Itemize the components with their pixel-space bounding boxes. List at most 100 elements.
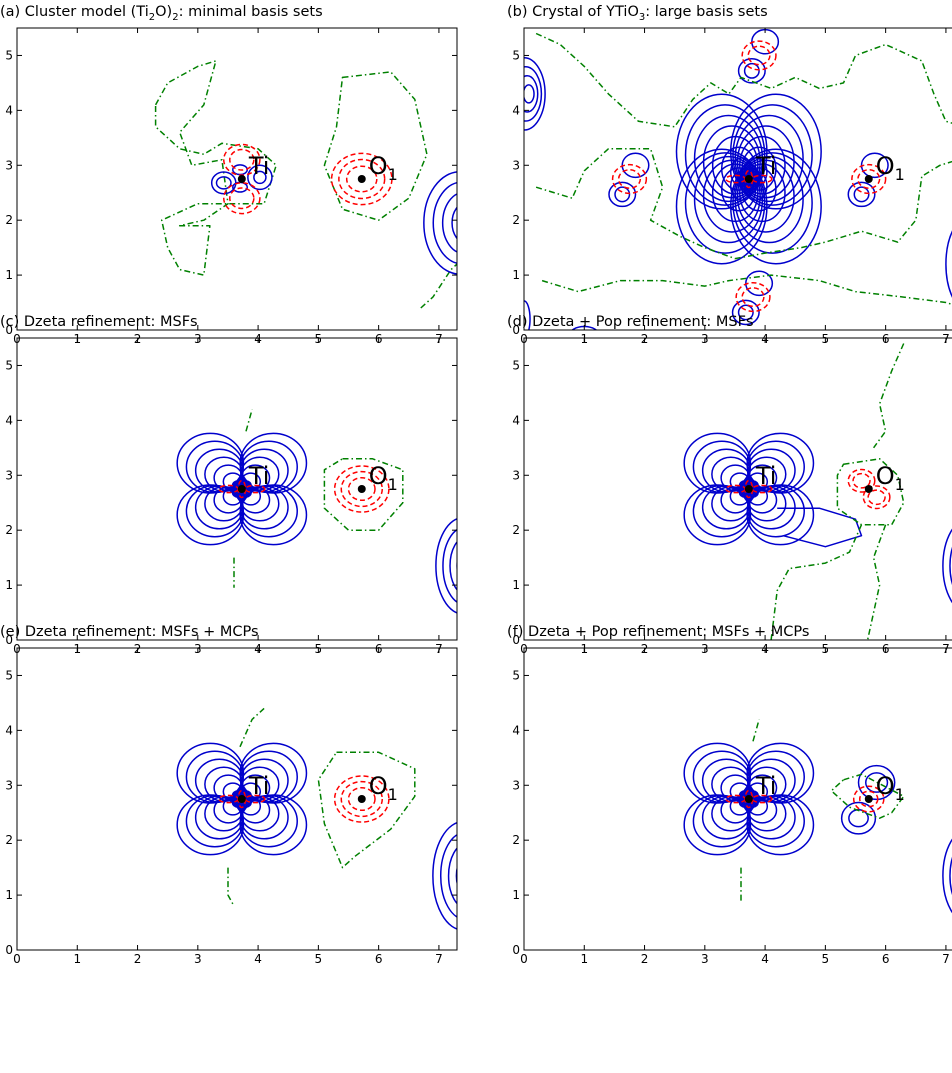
negative-contour xyxy=(333,465,390,513)
positive-contour xyxy=(746,432,815,494)
positive-contour xyxy=(746,742,815,804)
zero-contour xyxy=(239,707,265,748)
y-tick-label: 5 xyxy=(512,48,520,62)
positive-contour xyxy=(239,742,308,804)
panel-d: (d) Dzeta + Pop refinement: MSFs Ti O1 0 1 2 3… xyxy=(507,310,952,670)
positive-contour xyxy=(239,794,308,856)
positive-contour xyxy=(693,155,764,244)
y-tick-label: 0 xyxy=(5,633,13,647)
y-tick-label: 4 xyxy=(5,103,13,117)
x-tick-label: 2 xyxy=(134,952,142,966)
panel-a: (a) Cluster model (Ti2O)2: minimal basis… xyxy=(0,0,952,360)
atom-marker xyxy=(744,485,753,493)
zero-contour xyxy=(245,409,253,432)
y-tick-label: 1 xyxy=(5,578,13,592)
positive-contour xyxy=(702,159,761,233)
y-tick-label: 3 xyxy=(512,778,520,792)
panel-title: (b) Crystal of YTiO3: large basis sets xyxy=(507,4,768,23)
positive-contour xyxy=(684,152,766,254)
y-tick-label: 4 xyxy=(5,723,13,737)
positive-contour xyxy=(683,432,752,494)
y-tick-label: 0 xyxy=(512,943,520,957)
negative-contour xyxy=(751,174,773,184)
zero-contour xyxy=(323,71,428,221)
atom-marker xyxy=(864,485,873,493)
atom-marker xyxy=(357,795,366,803)
negative-contour xyxy=(852,785,885,813)
positive-contour xyxy=(239,484,308,546)
positive-contour xyxy=(683,742,752,804)
panel-title: (f) Dzeta + Pop refinement: MSFs + MCPs xyxy=(507,624,810,640)
y-tick-label: 2 xyxy=(5,833,13,847)
positive-contour xyxy=(449,540,457,591)
contour-lines xyxy=(176,707,457,930)
plot-frame xyxy=(16,337,458,641)
positive-contour xyxy=(435,518,457,614)
negative-contour xyxy=(244,484,266,494)
negative-contour xyxy=(751,484,773,494)
positive-contour xyxy=(743,62,760,79)
negative-contour xyxy=(340,470,384,508)
positive-contour xyxy=(447,847,457,905)
plot-frame xyxy=(523,27,952,331)
y-tick-label: 5 xyxy=(512,668,520,682)
positive-contour xyxy=(614,186,631,203)
negative-contour xyxy=(333,775,390,823)
y-tick-label: 5 xyxy=(5,668,13,682)
atom-label: Ti xyxy=(755,152,777,180)
zero-contour xyxy=(323,458,404,531)
atom-marker xyxy=(864,795,873,803)
negative-contour xyxy=(244,794,266,804)
positive-contour xyxy=(732,152,813,254)
negative-contour xyxy=(330,152,393,206)
negative-contour xyxy=(229,148,255,171)
y-tick-label: 4 xyxy=(512,723,520,737)
atom-marker xyxy=(744,795,753,803)
positive-contour xyxy=(247,164,273,191)
positive-contour xyxy=(455,865,457,886)
positive-contour xyxy=(176,484,245,546)
panel-f: (f) Dzeta + Pop refinement: MSFs + MCPs T… xyxy=(507,620,952,980)
positive-contour xyxy=(675,148,768,265)
negative-contour xyxy=(862,485,891,510)
negative-contour xyxy=(857,169,881,189)
positive-contour xyxy=(737,58,766,84)
negative-contour xyxy=(611,163,648,195)
atom-label: Ti xyxy=(248,152,270,180)
positive-contour xyxy=(675,93,768,210)
positive-contour xyxy=(949,856,952,895)
atom-label: Ti xyxy=(248,462,270,490)
zero-contour xyxy=(535,148,952,260)
contour-lines xyxy=(154,60,457,309)
atom-marker xyxy=(237,175,246,183)
positive-contour xyxy=(865,772,889,793)
panel-e: (e) Dzeta refinement: MSFs + MCPs Ti O1 0 1 2… xyxy=(0,620,952,980)
contour-lines xyxy=(683,719,952,914)
x-tick-label: 6 xyxy=(882,952,890,966)
y-tick-label: 3 xyxy=(5,468,13,482)
negative-contour xyxy=(858,790,879,808)
atom-marker xyxy=(864,175,873,183)
positive-contour xyxy=(847,181,876,208)
positive-contour xyxy=(176,742,245,804)
positive-contour xyxy=(942,528,952,604)
positive-contour xyxy=(524,300,531,330)
positive-contour xyxy=(441,193,457,253)
atom-marker xyxy=(357,175,366,183)
atom-label: Ti xyxy=(755,462,777,490)
positive-contour xyxy=(693,114,764,203)
negative-contour xyxy=(338,158,386,200)
positive-contour xyxy=(176,794,245,856)
y-tick-label: 1 xyxy=(5,268,13,282)
negative-contour xyxy=(852,472,871,489)
negative-contour xyxy=(741,40,777,71)
y-tick-label: 0 xyxy=(5,323,13,337)
negative-contour xyxy=(735,281,771,313)
y-tick-label: 0 xyxy=(512,323,520,337)
plot-frame xyxy=(16,27,458,331)
positive-contour xyxy=(848,809,869,828)
y-tick-label: 5 xyxy=(5,358,13,372)
negative-contour xyxy=(229,187,255,210)
